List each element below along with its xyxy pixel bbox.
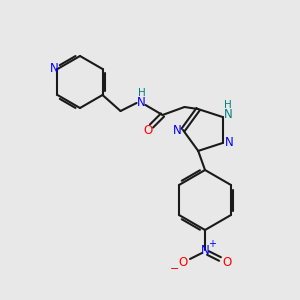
Text: N: N — [224, 136, 233, 149]
Text: N: N — [137, 97, 146, 110]
Text: O: O — [178, 256, 188, 268]
Text: N: N — [50, 62, 59, 76]
Text: +: + — [208, 239, 216, 249]
Text: N: N — [172, 124, 182, 136]
Text: H: H — [224, 100, 232, 110]
Text: O: O — [143, 124, 152, 136]
Text: N: N — [224, 108, 232, 121]
Text: N: N — [201, 244, 209, 256]
Text: O: O — [222, 256, 232, 268]
Text: H: H — [138, 88, 146, 98]
Text: −: − — [170, 264, 180, 274]
